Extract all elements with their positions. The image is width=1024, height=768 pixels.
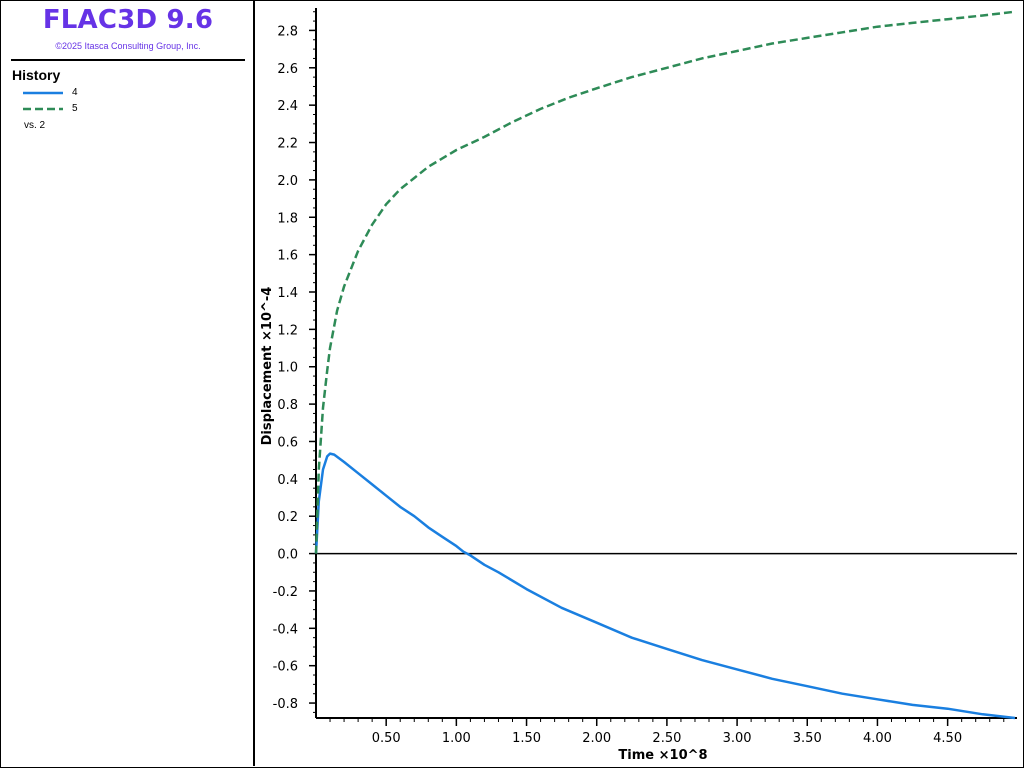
y-axis-label: Displacement ×10^-4 xyxy=(260,287,275,446)
history-chart: -0.8 -0.6 -0.4 -0.2 0.0 0.2 0.4 0.6 0.8 1.0 1.2 1.4… xyxy=(260,8,1017,763)
app-title: FLAC3D 9.6 xyxy=(42,5,214,35)
legend-swatch-solid xyxy=(23,91,63,95)
y-tick-label: 0.2 xyxy=(277,510,298,525)
x-tick-label: 3.00 xyxy=(723,731,752,746)
series-group xyxy=(314,10,1016,720)
y-tick-label: 0.6 xyxy=(277,435,298,450)
x-tick-label: 1.00 xyxy=(442,731,471,746)
series-line-5 xyxy=(314,10,1016,554)
legend-vs-label: vs. 2 xyxy=(24,120,46,131)
legend-header: History xyxy=(12,67,61,83)
axes: -0.8 -0.6 -0.4 -0.2 0.0 0.2 0.4 0.6 0.8 1.0 1.2 1.4… xyxy=(273,8,1017,746)
y-tick-label: 2.4 xyxy=(277,99,298,114)
legend-label: 4 xyxy=(72,87,78,98)
x-tick-label: 4.00 xyxy=(863,731,892,746)
copyright-text: ©2025 Itasca Consulting Group, Inc. xyxy=(55,41,201,51)
y-tick-label: -0.4 xyxy=(273,622,298,637)
y-tick-label: 0.0 xyxy=(277,548,298,563)
y-tick-label: 1.0 xyxy=(277,361,298,376)
y-tick-label: 2.8 xyxy=(277,24,298,39)
y-tick-label: 1.8 xyxy=(277,211,298,226)
x-tick-label: 3.50 xyxy=(793,731,822,746)
x-tick-label: 2.00 xyxy=(582,731,611,746)
y-tick-label: 1.2 xyxy=(277,323,298,338)
legend-panel: FLAC3D 9.6 ©2025 Itasca Consulting Group… xyxy=(1,1,255,766)
legend-swatch-dashed xyxy=(23,107,63,111)
y-tick-label: -0.6 xyxy=(273,660,298,675)
y-tick-label: -0.8 xyxy=(273,697,298,712)
y-tick-label: 1.4 xyxy=(277,286,298,301)
legend-label: 5 xyxy=(72,103,78,114)
x-tick-label: 1.50 xyxy=(512,731,541,746)
x-axis-label: Time ×10^8 xyxy=(618,748,707,763)
y-tick-label: 2.6 xyxy=(277,62,298,77)
y-tick-label: 0.8 xyxy=(277,398,298,413)
y-tick-label: -0.2 xyxy=(273,585,298,600)
y-tick-label: 2.0 xyxy=(277,174,298,189)
x-tick-label: 2.50 xyxy=(652,731,681,746)
y-tick-label: 1.6 xyxy=(277,249,298,264)
y-tick-label: 0.4 xyxy=(277,473,298,488)
y-tick-label: 2.2 xyxy=(277,137,298,152)
x-tick-label: 0.50 xyxy=(372,731,401,746)
legend-divider xyxy=(11,59,245,61)
x-tick-label: 4.50 xyxy=(933,731,962,746)
series-line-4 xyxy=(314,452,1016,720)
